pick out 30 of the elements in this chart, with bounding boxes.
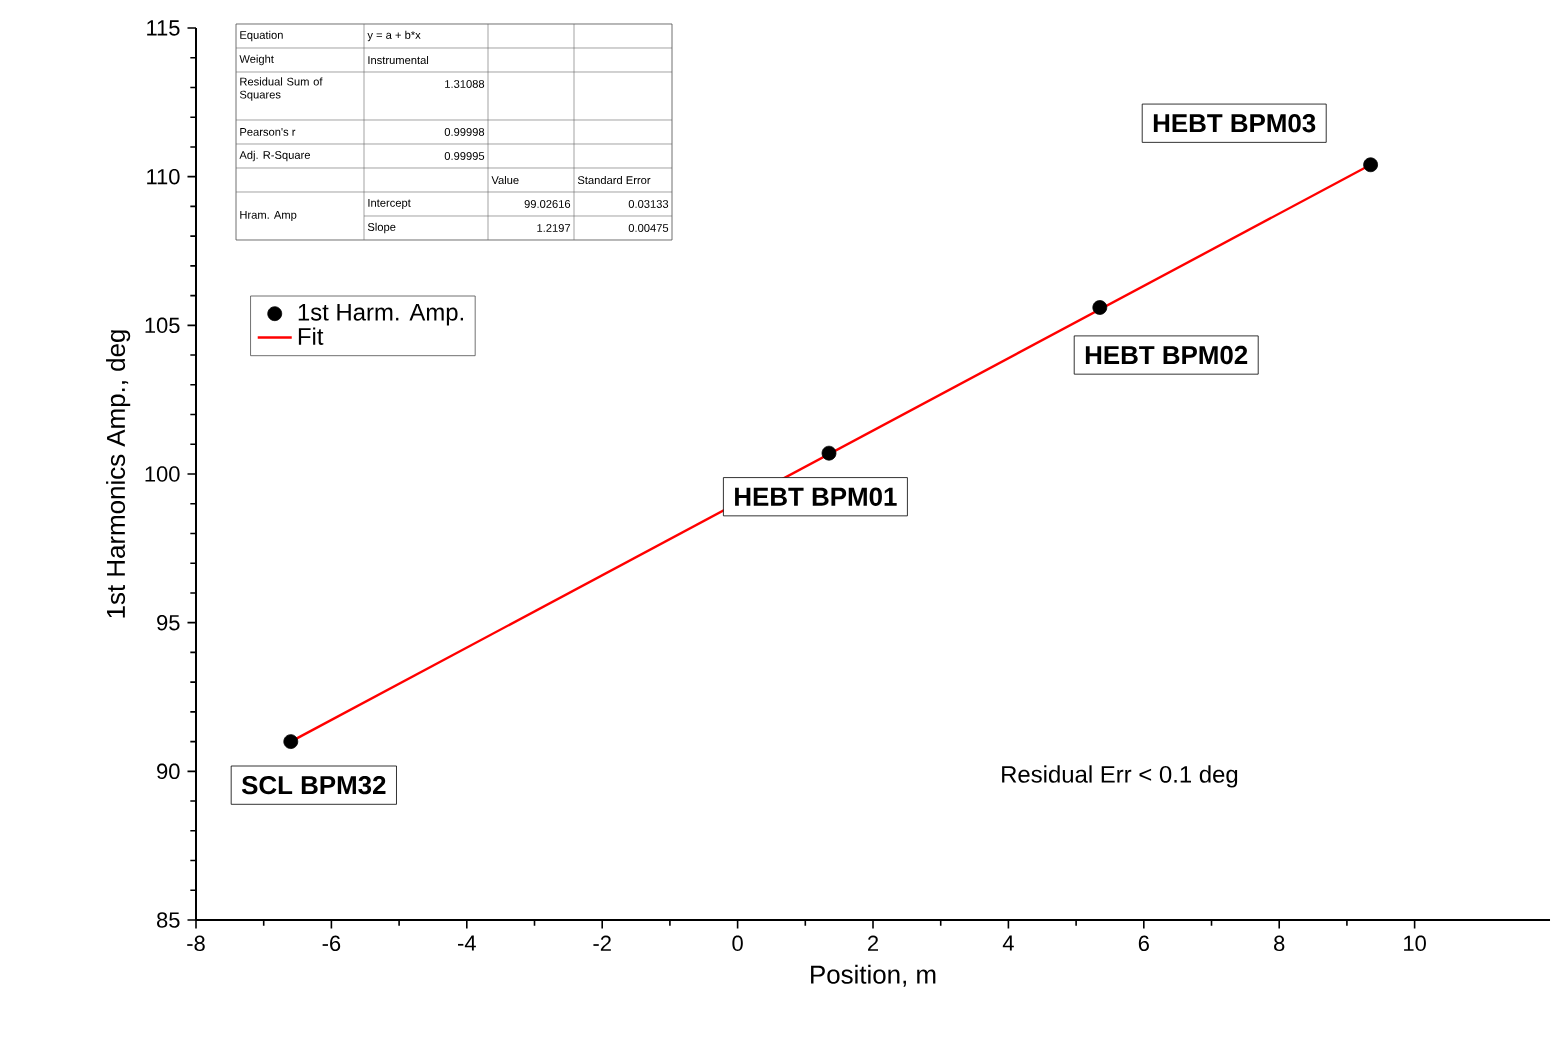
x-tick-label: 8 (1274, 935, 1285, 952)
annotation: SCL BPM32 (241, 775, 386, 795)
x-tick-label: -6 (322, 935, 341, 952)
x-tick-label: 4 (1002, 935, 1014, 951)
x-tick-label: 10 (1404, 935, 1426, 952)
annotation: HEBT BPM01 (735, 487, 897, 506)
x-tick-label: 2 (868, 935, 879, 951)
legend-label: 1st Harm. Amp. (298, 303, 464, 326)
point (1363, 157, 1378, 173)
y-tick-label: 100 (145, 466, 180, 482)
point (821, 445, 837, 461)
y-tick-label: 95 (157, 614, 180, 631)
y-tick-label: 110 (147, 168, 180, 185)
x-tick-label: 0 (732, 935, 743, 952)
y-tick-label: 105 (145, 317, 180, 334)
annotation: HEBT BPM03 (1153, 114, 1316, 133)
x-tick-label: -2 (593, 935, 611, 951)
x-tick-label: -4 (458, 935, 476, 951)
y-tick-label: 90 (157, 763, 180, 780)
x-axis-title: Position, m (811, 964, 936, 987)
legend-label: Fit (298, 327, 324, 345)
y-tick-label: 115 (147, 20, 180, 36)
annotation: HEBT BPM02 (1085, 345, 1248, 365)
point (1092, 300, 1108, 315)
point (283, 734, 299, 749)
x-tick-label: -8 (187, 935, 205, 952)
x-tick-label: 6 (1138, 935, 1149, 952)
y-tick-label: 85 (157, 912, 180, 928)
annotation: Residual Err < 0.1 deg (1002, 765, 1238, 788)
y-axis-title: 1st Harmonics Amp., deg (106, 330, 131, 618)
